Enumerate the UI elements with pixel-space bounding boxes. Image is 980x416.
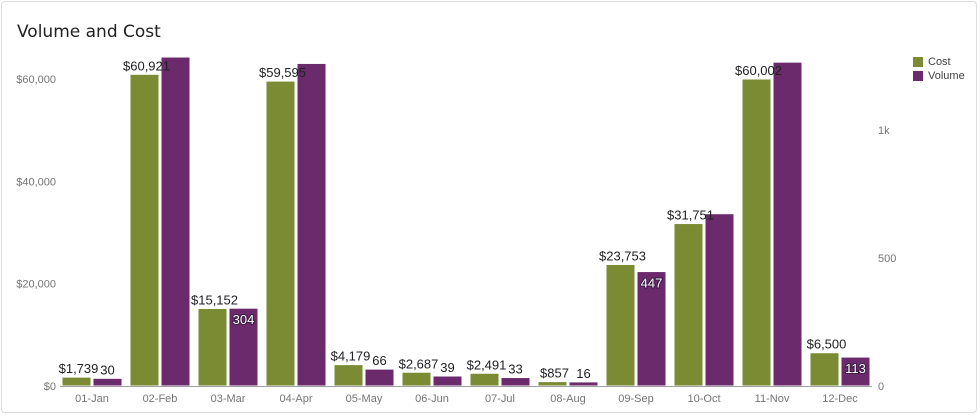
data-label-cost: $2,687 (399, 356, 439, 371)
legend-swatch-volume (913, 71, 923, 81)
bar-volume (568, 381, 599, 387)
bar-cost (741, 78, 772, 387)
x-tick-label: 11-Nov (755, 393, 790, 405)
bar-volume (704, 213, 735, 387)
legend-swatch-cost (913, 57, 923, 67)
bar-volume (772, 61, 803, 387)
x-tick-label: 03-Mar (211, 393, 246, 405)
data-label-cost: $31,751 (667, 208, 714, 223)
y-right-tick-label: 1k (878, 125, 890, 137)
bar-cost (129, 73, 160, 387)
data-label-cost: $15,152 (191, 292, 238, 307)
data-label-cost: $857 (540, 366, 569, 381)
bar-cost (673, 223, 704, 387)
legend: Cost Volume (913, 55, 965, 83)
x-tick-label: 12-Dec (822, 393, 858, 405)
data-label-volume: 33 (508, 362, 522, 377)
legend-item-cost[interactable]: Cost (913, 55, 965, 69)
x-axis: 01-Jan 02-Feb 03-Mar 04-Apr 05-May 06-Jun 07-J… (60, 386, 872, 405)
bar-cost (61, 376, 92, 387)
data-label-volume: 447 (641, 276, 663, 291)
legend-item-volume[interactable]: Volume (913, 69, 965, 83)
y-right-tick-label: 0 (878, 381, 884, 393)
data-label-cost: $59,595 (259, 65, 306, 80)
legend-label-cost: Cost (928, 56, 951, 68)
bar-cost (265, 80, 296, 387)
y-left-tick-label: $20,000 (16, 279, 56, 291)
data-label-cost: $4,179 (331, 349, 371, 364)
y-left-tick-label: $40,000 (16, 176, 56, 188)
bar-cost (469, 372, 500, 387)
data-label-cost: $23,753 (599, 248, 646, 263)
bar-volume (160, 56, 191, 387)
bar-volume (92, 377, 123, 387)
x-tick-label: 02-Feb (143, 393, 178, 405)
x-tick-label: 05-May (346, 393, 383, 405)
bar-cost (197, 307, 228, 387)
bar-cost (401, 371, 432, 387)
y-left-tick-label: $0 (44, 381, 56, 393)
data-label-cost: $60,002 (735, 63, 782, 78)
bars (61, 56, 871, 387)
legend-label-volume: Volume (928, 70, 965, 82)
bar-cost (333, 364, 364, 387)
data-label-volume: 66 (372, 353, 386, 368)
data-label-volume: 30 (100, 362, 114, 377)
x-tick-label: 10-Oct (687, 393, 720, 405)
bar-volume (228, 307, 259, 387)
y-right-tick-label: 500 (878, 253, 896, 265)
x-tick-label: 04-Apr (279, 393, 312, 405)
bar-volume (840, 356, 871, 387)
data-label-cost: $6,500 (807, 337, 847, 352)
bar-cost (537, 381, 568, 387)
right-axis: 0 500 1k (878, 125, 896, 393)
bar-volume (432, 375, 463, 387)
bar-volume (364, 368, 395, 387)
x-tick-label: 07-Jul (485, 393, 515, 405)
chart-title: Volume and Cost (17, 22, 161, 42)
data-label-cost: $2,491 (467, 357, 507, 372)
bar-volume (296, 62, 327, 387)
bar-cost (605, 263, 636, 387)
data-label-volume: 113 (845, 361, 866, 376)
data-label-volume: 16 (576, 366, 590, 381)
bar-cost (809, 352, 840, 387)
bar-volume (500, 377, 531, 387)
x-tick-label: 06-Jun (415, 393, 449, 405)
left-axis: $0 $20,000 $40,000 $60,000 (16, 74, 56, 393)
data-label-volume: 304 (233, 312, 255, 327)
data-label-cost: $60,921 (123, 58, 170, 73)
x-tick-label: 01-Jan (75, 393, 109, 405)
x-tick-label: 08-Aug (550, 393, 585, 405)
data-label-volume: 39 (440, 360, 454, 375)
data-label-cost: $1,739 (59, 361, 99, 376)
data-labels: $1,739 30 $60,921 $15,152 304 $59,595 $4,179 66… (59, 58, 867, 381)
x-tick-label: 09-Sep (618, 393, 653, 405)
y-left-tick-label: $60,000 (16, 74, 56, 86)
